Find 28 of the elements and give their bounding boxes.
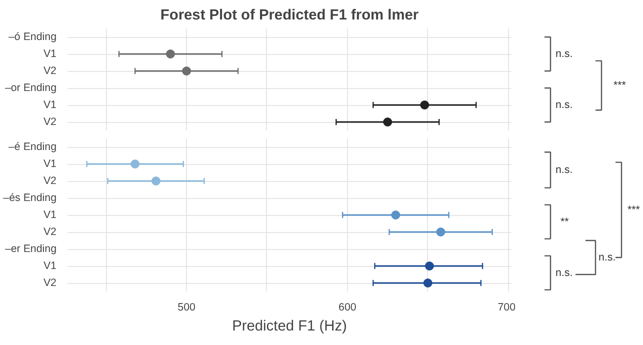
chart-title: Forest Plot of Predicted F1 from lmer <box>160 8 419 24</box>
text: ** <box>560 216 569 228</box>
text: *** <box>628 204 640 216</box>
y-tick-label: –or Ending <box>4 82 57 94</box>
y-tick-label: V1 <box>43 48 57 60</box>
y-tick-label: V2 <box>43 277 57 289</box>
text: n.s. <box>598 252 616 264</box>
y-tick-label: V1 <box>43 99 57 111</box>
x-axis-title: Predicted F1 (Hz) <box>232 318 347 334</box>
y-tick-label: V2 <box>43 175 57 187</box>
x-tick-label: 700 <box>498 302 516 314</box>
y-tick-label: –é Ending <box>8 141 57 153</box>
text: n.s. <box>556 99 573 111</box>
y-tick-label: V2 <box>43 116 57 128</box>
y-tick-label: V2 <box>43 226 57 238</box>
text: n.s. <box>556 164 573 176</box>
y-tick-label: V1 <box>43 260 57 272</box>
text: n.s. <box>556 266 573 279</box>
y-tick-label: –és Ending <box>3 192 57 204</box>
text: *** <box>614 79 626 92</box>
x-tick-label: 600 <box>338 302 356 314</box>
y-tick-label: V1 <box>43 158 57 170</box>
y-tick-label: –ó Ending <box>8 31 57 43</box>
y-tick-label: V1 <box>43 209 57 221</box>
x-tick-label: 500 <box>178 302 196 314</box>
y-tick-label: V2 <box>43 65 57 77</box>
y-tick-label: –er Ending <box>4 243 57 255</box>
text: n.s. <box>556 48 573 60</box>
